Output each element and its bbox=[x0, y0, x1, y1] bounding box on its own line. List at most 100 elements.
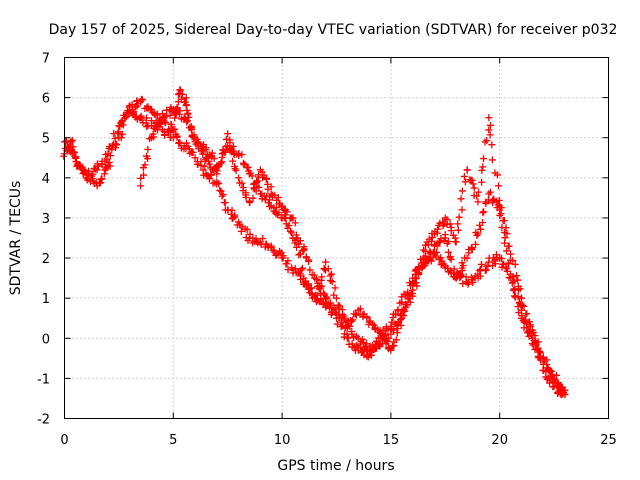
chart-title: Day 157 of 2025, Sidereal Day-to-day VTE… bbox=[49, 22, 618, 38]
interp-point bbox=[192, 140, 200, 148]
interp-point bbox=[105, 143, 113, 151]
interp-point bbox=[505, 242, 513, 250]
interp-point bbox=[207, 171, 215, 179]
interp-point bbox=[511, 286, 519, 294]
interp-point bbox=[496, 211, 504, 219]
interp-point bbox=[285, 222, 293, 230]
interp-point bbox=[390, 326, 398, 334]
interp-point bbox=[491, 260, 499, 268]
interp-point bbox=[167, 121, 175, 129]
data-point bbox=[202, 154, 210, 162]
interp-point bbox=[447, 224, 455, 232]
data-point bbox=[104, 150, 112, 158]
y-tick-labels: -2 -1 0 1 2 3 4 5 6 7 bbox=[37, 52, 50, 428]
interp-point bbox=[520, 302, 528, 310]
interp-point bbox=[101, 166, 109, 174]
interp-point bbox=[161, 119, 169, 127]
data-point bbox=[93, 166, 101, 174]
data-point bbox=[267, 242, 275, 250]
interp-point bbox=[478, 166, 486, 174]
interp-point bbox=[161, 131, 169, 139]
interp-point bbox=[446, 220, 454, 228]
interp-point bbox=[515, 309, 523, 317]
interp-point bbox=[304, 280, 312, 288]
interp-point bbox=[510, 285, 518, 293]
interp-point bbox=[495, 196, 503, 204]
interp-point bbox=[331, 284, 339, 292]
interp-point bbox=[483, 137, 491, 145]
interp-point bbox=[274, 193, 282, 201]
interp-point bbox=[425, 255, 433, 263]
data-point bbox=[354, 334, 362, 342]
y-axis-label: SDTVAR / TECUs bbox=[8, 181, 24, 296]
interp-point bbox=[249, 194, 257, 202]
interp-point bbox=[238, 179, 246, 187]
interp-point bbox=[142, 152, 150, 160]
interp-point bbox=[349, 333, 357, 341]
interp-point bbox=[340, 312, 348, 320]
interp-point bbox=[516, 301, 524, 309]
interp-point bbox=[70, 148, 78, 156]
interp-point bbox=[475, 188, 483, 196]
interp-point bbox=[457, 272, 465, 280]
interp-point bbox=[509, 273, 517, 281]
interp-point bbox=[291, 219, 299, 227]
data-point bbox=[441, 234, 449, 242]
interp-point bbox=[460, 172, 468, 180]
interp-point bbox=[501, 239, 509, 247]
interp-point bbox=[371, 344, 379, 352]
interp-point bbox=[468, 276, 476, 284]
interp-point bbox=[137, 112, 145, 120]
interp-point bbox=[428, 237, 436, 245]
interp-point bbox=[543, 375, 551, 383]
interp-point bbox=[157, 118, 165, 126]
interp-point bbox=[229, 142, 237, 150]
interp-point bbox=[333, 320, 341, 328]
data-point bbox=[452, 238, 460, 246]
interp-point bbox=[454, 220, 462, 228]
interp-point bbox=[479, 209, 487, 217]
interp-point bbox=[472, 240, 480, 248]
interp-point bbox=[440, 220, 448, 228]
interp-point bbox=[189, 148, 197, 156]
interp-point bbox=[486, 188, 494, 196]
interp-point bbox=[455, 213, 463, 221]
interp-point bbox=[193, 135, 201, 143]
interp-point bbox=[144, 145, 152, 153]
data-point bbox=[474, 198, 482, 206]
data-point bbox=[528, 334, 536, 342]
data-point bbox=[191, 154, 199, 162]
interp-point bbox=[220, 199, 228, 207]
interp-point bbox=[397, 321, 405, 329]
y-tick-label: 0 bbox=[42, 332, 50, 347]
y-tick-label: 5 bbox=[42, 132, 50, 147]
interp-point bbox=[411, 274, 419, 282]
series-track-b bbox=[61, 95, 569, 398]
interp-point bbox=[184, 117, 192, 125]
interp-point bbox=[130, 108, 138, 116]
interp-point bbox=[166, 111, 174, 119]
interp-point bbox=[352, 311, 360, 319]
interp-point bbox=[238, 151, 246, 159]
interp-point bbox=[478, 260, 486, 268]
interp-point bbox=[510, 277, 518, 285]
series-track-a bbox=[60, 86, 569, 394]
x-tick-label: 15 bbox=[383, 433, 400, 448]
interp-point bbox=[279, 254, 287, 262]
interp-point bbox=[518, 294, 526, 302]
interp-point bbox=[243, 226, 251, 234]
interp-point bbox=[305, 258, 313, 266]
interp-point bbox=[443, 216, 451, 224]
interp-point bbox=[417, 255, 425, 263]
interp-point bbox=[488, 141, 496, 149]
interp-point bbox=[526, 321, 534, 329]
interp-point bbox=[138, 95, 146, 103]
interp-point bbox=[283, 208, 291, 216]
interp-point bbox=[78, 165, 86, 173]
interp-point bbox=[461, 178, 469, 186]
interp-point bbox=[307, 284, 315, 292]
data-point bbox=[322, 258, 330, 266]
interp-point bbox=[435, 238, 443, 246]
interp-point bbox=[428, 234, 436, 242]
interp-point bbox=[118, 130, 126, 138]
